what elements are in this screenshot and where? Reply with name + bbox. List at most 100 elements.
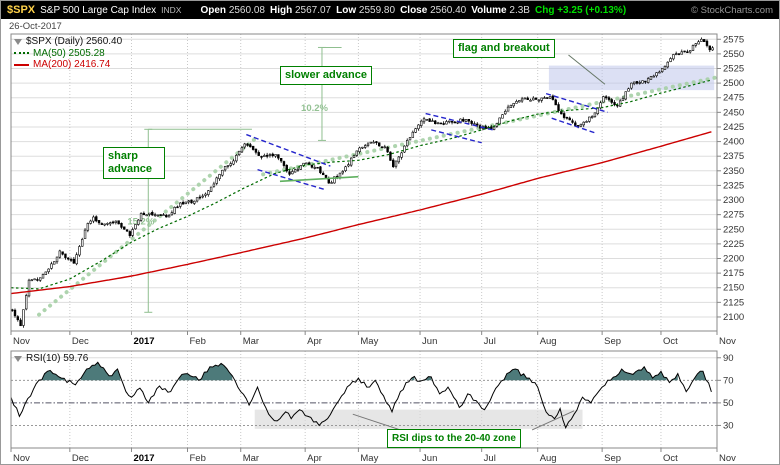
chg-value: +3.25 (+0.13%) <box>557 4 627 16</box>
legend-ma200-text: MA(200) 2416.74 <box>33 59 111 70</box>
rsi-line <box>10 361 712 429</box>
svg-text:2200: 2200 <box>723 254 744 265</box>
rsi-legend-text: RSI(10) 59.76 <box>26 353 89 364</box>
ma50-line <box>10 79 712 290</box>
flag-trendlines <box>246 92 608 191</box>
axes: 2575 2550 2525 2500 2475 2450 2425 2400 2375 2350… <box>10 33 744 464</box>
svg-text:10.2%: 10.2% <box>301 103 328 114</box>
svg-text:Jul: Jul <box>484 453 496 464</box>
svg-text:30: 30 <box>723 420 734 431</box>
quote-close: Close 2560.40 <box>400 5 466 16</box>
legend-ma200-row: MA(200) 2416.74 <box>14 59 122 71</box>
svg-text:Aug: Aug <box>540 453 557 464</box>
svg-text:Apr: Apr <box>307 453 322 464</box>
panel-arrow-icon <box>14 38 22 45</box>
svg-text:2575: 2575 <box>723 34 744 45</box>
svg-text:2325: 2325 <box>723 180 744 191</box>
svg-text:70: 70 <box>723 375 734 386</box>
svg-text:May: May <box>360 453 378 464</box>
svg-text:Aug: Aug <box>540 336 557 347</box>
quote-low: Low 2559.80 <box>336 5 395 16</box>
svg-text:90: 90 <box>723 353 734 364</box>
svg-text:Feb: Feb <box>190 336 206 347</box>
svg-text:2375: 2375 <box>723 151 744 162</box>
svg-text:2500: 2500 <box>723 78 744 89</box>
chart-header: $SPX S&P 500 Large Cap Index INDX Open 2… <box>1 1 779 19</box>
svg-text:2100: 2100 <box>723 312 744 323</box>
rsi-legend-row: RSI(10) 59.76 <box>14 353 88 365</box>
legend-ma50-row: MA(50) 2505.28 <box>14 48 122 60</box>
svg-text:2175: 2175 <box>723 268 744 279</box>
svg-text:2125: 2125 <box>723 297 744 308</box>
svg-text:2225: 2225 <box>723 239 744 250</box>
rsi-gray-band <box>254 409 583 429</box>
svg-text:Mar: Mar <box>243 336 259 347</box>
legend-ma50-text: MA(50) 2505.28 <box>33 47 105 59</box>
volume-label: Volume <box>471 4 507 16</box>
gridlines <box>11 34 717 448</box>
svg-text:Jun: Jun <box>422 453 437 464</box>
legend-symbol-text: $SPX (Daily) 2560.40 <box>26 36 123 47</box>
rsi-note-pointers <box>352 410 575 431</box>
svg-text:Dec: Dec <box>72 453 89 464</box>
quote-change: Chg +3.25 (+0.13%) <box>535 5 626 16</box>
index-name-label: S&P 500 Large Cap Index <box>40 4 157 16</box>
support-line <box>279 175 359 183</box>
svg-text:Sep: Sep <box>604 336 621 347</box>
svg-text:Feb: Feb <box>190 453 206 464</box>
high-value: 2567.07 <box>294 4 332 16</box>
ma200-line <box>10 131 712 295</box>
volume-value: 2.3B <box>509 4 530 16</box>
rsi-zone-fills <box>39 362 706 381</box>
svg-text:2150: 2150 <box>723 283 744 294</box>
close-label: Close <box>400 4 428 16</box>
svg-text:2275: 2275 <box>723 210 744 221</box>
svg-text:2475: 2475 <box>723 93 744 104</box>
ma50-line-swatch <box>14 52 29 55</box>
low-label: Low <box>336 4 357 16</box>
quote-open: Open 2560.08 <box>200 5 265 16</box>
flag-callout-pointer <box>568 54 606 85</box>
svg-text:May: May <box>360 336 378 347</box>
quote-volume: Volume 2.3B <box>471 5 530 16</box>
svg-text:2017: 2017 <box>133 336 154 347</box>
svg-text:Dec: Dec <box>72 336 89 347</box>
svg-text:Jul: Jul <box>484 336 496 347</box>
chg-label: Chg <box>534 4 555 16</box>
advance-trendlines <box>37 75 719 317</box>
annotation-flag-breakout: flag and breakout <box>453 39 555 58</box>
close-value: 2560.40 <box>430 4 467 16</box>
rsi-reference-lines <box>11 379 717 426</box>
symbol-label: $SPX <box>7 4 36 16</box>
high-label: High <box>269 4 293 16</box>
annotation-slower-advance: slower advance <box>280 66 372 85</box>
svg-text:Sep: Sep <box>604 453 621 464</box>
svg-text:2400: 2400 <box>723 137 744 148</box>
copyright-label: © StockCharts.com <box>691 4 773 16</box>
svg-text:Nov: Nov <box>719 453 736 464</box>
rsi-panel-legend: RSI(10) 59.76 <box>14 353 88 365</box>
open-value: 2560.08 <box>228 4 265 16</box>
svg-text:Apr: Apr <box>307 336 322 347</box>
svg-text:2450: 2450 <box>723 107 744 118</box>
svg-text:Mar: Mar <box>243 453 259 464</box>
svg-text:2525: 2525 <box>723 63 744 74</box>
annotation-rsi-note: RSI dips to the 20-40 zone <box>387 429 521 448</box>
svg-text:Nov: Nov <box>13 453 30 464</box>
panel-arrow-icon <box>14 355 22 362</box>
svg-text:2300: 2300 <box>723 195 744 206</box>
annotation-sharp-advance: sharp advance <box>103 147 165 179</box>
svg-text:2425: 2425 <box>723 122 744 133</box>
svg-text:Jun: Jun <box>422 336 437 347</box>
svg-text:15.2%: 15.2% <box>127 217 154 228</box>
ma200-line-swatch <box>14 63 29 66</box>
exchange-label: INDX <box>161 5 182 15</box>
open-label: Open <box>200 4 227 16</box>
chart-date: 26-Oct-2017 <box>9 21 62 32</box>
price-panel-legend: $SPX (Daily) 2560.40 MA(50) 2505.28 MA(2… <box>14 36 122 71</box>
svg-text:Nov: Nov <box>13 336 30 347</box>
svg-text:2017: 2017 <box>133 453 154 464</box>
svg-text:Oct: Oct <box>663 453 678 464</box>
